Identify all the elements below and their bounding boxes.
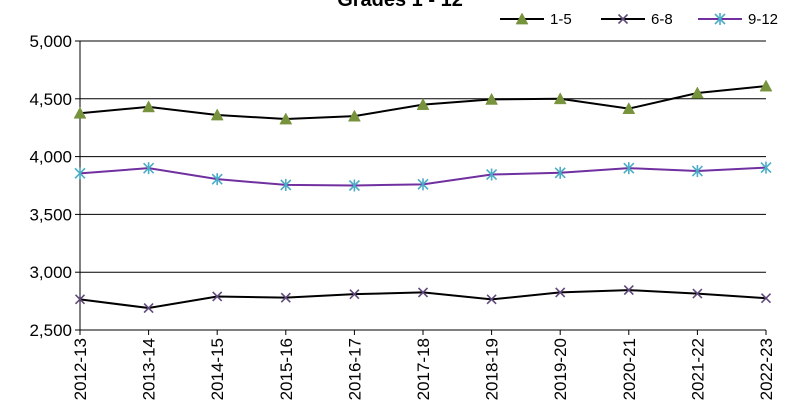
marker-x-stroke xyxy=(617,13,629,25)
marker-star xyxy=(554,166,566,179)
legend-label: 9-12 xyxy=(748,11,778,28)
marker-star xyxy=(280,178,292,191)
marker-x-stroke xyxy=(417,287,429,298)
marker-triangle xyxy=(485,92,499,105)
x-tick-label: 2017-18 xyxy=(414,338,433,400)
marker-triangle xyxy=(347,109,361,122)
legend-label: 1-5 xyxy=(550,11,572,28)
marker-x-stroke xyxy=(212,291,223,302)
marker-x-stroke xyxy=(623,285,634,296)
legend-item: 6-8 xyxy=(601,11,673,28)
marker-triangle xyxy=(210,108,224,121)
marker-star xyxy=(74,167,86,180)
y-tick-label: 5,000 xyxy=(29,32,72,51)
marker-x xyxy=(617,13,629,25)
marker-x xyxy=(143,302,154,314)
marker-x-stroke xyxy=(760,293,772,304)
marker-triangle xyxy=(622,102,636,114)
marker-triangle xyxy=(690,86,704,99)
marker-star xyxy=(211,173,223,186)
y-tick-label: 3,000 xyxy=(29,263,72,282)
marker-x-stroke xyxy=(486,294,497,305)
marker-star xyxy=(348,179,360,192)
marker-x-stroke xyxy=(280,292,291,303)
marker-star xyxy=(417,178,429,191)
x-tick-label: 2014-15 xyxy=(208,338,227,400)
x-tick-label: 2021-22 xyxy=(688,338,707,400)
marker-x xyxy=(760,293,772,304)
x-tick-label: 2020-21 xyxy=(620,338,639,400)
legend-label: 6-8 xyxy=(651,11,673,28)
axes-layer: 2,500 3,000 3,500 4,000 4,500 5,000 2012-13 201… xyxy=(29,32,776,400)
series-6-8 xyxy=(74,285,772,314)
legend-item: 1-5 xyxy=(500,11,572,28)
y-tick-label: 3,500 xyxy=(29,205,72,224)
marker-x-stroke xyxy=(555,287,566,298)
marker-star xyxy=(486,168,498,181)
x-tick-label: 2019-20 xyxy=(551,338,570,400)
x-tick-label: 2022-23 xyxy=(757,338,776,400)
legend: 1-5 6-8 9-12 xyxy=(500,11,778,28)
marker-triangle xyxy=(553,92,567,105)
y-tick-label: 2,500 xyxy=(29,321,72,340)
x-tick-label: 2015-16 xyxy=(277,338,296,400)
chart-title: Grades 1 - 12 xyxy=(337,0,463,11)
marker-triangle xyxy=(279,112,293,125)
marker-x xyxy=(349,289,360,300)
marker-x xyxy=(212,291,223,302)
marker-x xyxy=(417,287,429,298)
x-tick-label: 2013-14 xyxy=(140,338,159,400)
marker-star xyxy=(623,162,635,175)
marker-x-stroke xyxy=(143,302,154,314)
legend-item: 9-12 xyxy=(698,11,778,28)
marker-triangle xyxy=(142,100,156,113)
series-9-12 xyxy=(74,161,772,192)
x-tick-label: 2012-13 xyxy=(71,338,90,400)
marker-x xyxy=(486,294,497,305)
marker-x xyxy=(74,294,86,305)
y-tick-label: 4,000 xyxy=(29,148,72,167)
marker-star xyxy=(691,165,703,178)
marker-x xyxy=(692,288,703,299)
marker-triangle xyxy=(515,12,529,25)
marker-x xyxy=(623,285,634,296)
y-tick-label: 4,500 xyxy=(29,90,72,109)
marker-star xyxy=(143,162,155,175)
marker-triangle xyxy=(759,79,773,92)
x-tick-label: 2016-17 xyxy=(345,338,364,400)
marker-x-stroke xyxy=(349,289,360,300)
marker-x-stroke xyxy=(74,294,86,305)
marker-star xyxy=(760,161,772,174)
marker-star xyxy=(714,13,726,25)
marker-triangle xyxy=(416,98,430,110)
marker-x-stroke xyxy=(692,288,703,299)
marker-x xyxy=(555,287,566,298)
series-1-5 xyxy=(73,79,773,125)
marker-x xyxy=(280,292,291,303)
x-tick-label: 2018-19 xyxy=(483,338,502,400)
series-layer xyxy=(73,79,773,314)
marker-triangle xyxy=(73,106,87,119)
